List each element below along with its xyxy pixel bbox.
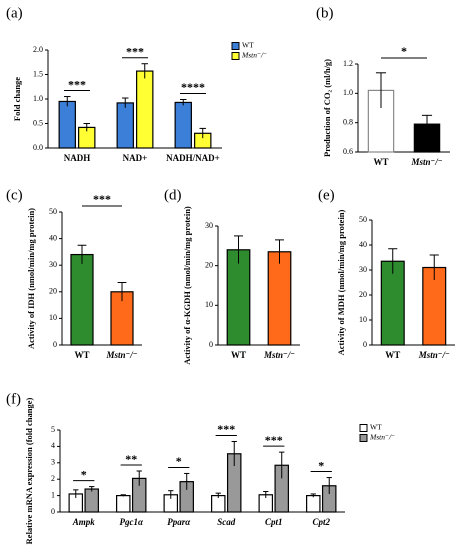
x-tick-label: Mstn⁻/⁻: [105, 350, 137, 360]
bar: [226, 249, 251, 346]
legend-swatch: [359, 434, 368, 442]
legend-label: Mstn⁻/⁻: [369, 433, 395, 442]
x-tick-label: WT: [373, 157, 388, 167]
panel-label: (d): [164, 187, 182, 203]
y-tick-label: 20: [359, 290, 367, 299]
legend-label: Mstn⁻/⁻: [241, 51, 267, 60]
y-axis-label: Production of CO₂ (ml/h/g): [322, 59, 332, 157]
y-tick-label: 1.5: [33, 69, 43, 78]
x-tick-label: NADH: [64, 153, 91, 163]
y-tick-label: 0: [53, 340, 57, 349]
y-tick-label: 30: [205, 221, 213, 230]
y-tick-label: 50: [359, 215, 367, 224]
x-tick-label: NADH/NAD+: [166, 153, 220, 163]
y-tick-label: 1.0: [343, 88, 353, 97]
significance-label: *: [318, 458, 324, 472]
y-tick-label: 30: [49, 260, 57, 269]
x-tick-label: Ampk: [72, 517, 96, 527]
y-tick-label: 20: [205, 260, 213, 269]
bar: [116, 495, 131, 513]
y-tick-label: 50: [49, 207, 57, 216]
panel-label: (e): [318, 187, 335, 203]
panel-label: (b): [316, 5, 334, 21]
bar: [136, 70, 154, 149]
bar: [84, 488, 99, 513]
panel-label: (a): [6, 5, 23, 21]
bar: [70, 253, 94, 346]
significance-label: **: [125, 452, 137, 466]
y-tick-label: 2.0: [33, 45, 43, 54]
y-tick-label: 1.0: [33, 94, 43, 103]
y-tick-label: 0: [363, 340, 367, 349]
significance-label: ***: [265, 433, 283, 447]
y-axis-label: Relative mRNA expression (fold change): [24, 397, 34, 544]
y-tick-label: 2: [51, 474, 55, 483]
significance-label: ***: [68, 77, 86, 91]
y-tick-label: 10: [359, 315, 367, 324]
significance-label: ***: [93, 192, 111, 206]
bar: [58, 100, 76, 149]
x-tick-label: Cpt1: [265, 517, 283, 527]
y-axis-label: Activity of MDH (nmol/min/mg protein): [336, 209, 346, 355]
y-tick-label: 20: [49, 287, 57, 296]
y-tick-label: 0.0: [33, 143, 43, 152]
bar: [306, 495, 321, 513]
bar: [413, 123, 441, 153]
panel-label: (c): [6, 187, 23, 203]
y-tick-label: 10: [49, 313, 57, 322]
y-tick-label: 0.8: [343, 117, 353, 126]
legend-swatch: [231, 52, 240, 60]
legend-swatch: [231, 42, 240, 50]
bar: [267, 251, 292, 346]
bar: [380, 260, 405, 346]
y-tick-label: 4: [51, 441, 55, 450]
x-tick-label: WT: [74, 350, 89, 360]
significance-label: ***: [126, 44, 144, 58]
y-tick-label: 0.5: [33, 118, 43, 127]
y-tick-label: 0.6: [343, 147, 353, 156]
y-axis-label: Activity of α-KGDH (nmol/min/mg protein): [182, 206, 192, 365]
y-tick-label: 30: [359, 265, 367, 274]
legend-label: WT: [242, 41, 254, 50]
y-tick-label: 1.2: [343, 59, 353, 68]
y-tick-label: 3: [51, 458, 55, 467]
x-tick-label: Cpt2: [312, 517, 330, 527]
significance-label: ****: [181, 80, 205, 94]
legend-swatch: [359, 424, 368, 432]
x-tick-label: Pparα: [167, 517, 191, 527]
y-axis-label: Fold change: [12, 77, 22, 121]
significance-label: *: [176, 454, 182, 468]
y-tick-label: 1: [51, 490, 55, 499]
y-axis-label: Activity of IDH (nmol/min/mg protein): [26, 208, 36, 349]
x-tick-label: Scad: [217, 517, 236, 527]
x-tick-label: Mstn⁻/⁻: [410, 157, 442, 167]
y-tick-label: 5: [51, 425, 55, 434]
y-tick-label: 40: [49, 233, 57, 242]
significance-label: *: [401, 44, 407, 58]
y-tick-label: 10: [205, 300, 213, 309]
significance-label: ***: [217, 422, 235, 436]
bar: [174, 101, 192, 149]
panel-label: (f): [6, 391, 21, 407]
x-tick-label: Mstn⁻/⁻: [418, 350, 450, 360]
x-tick-label: Pgc1α: [120, 517, 144, 527]
x-tick-label: WT: [385, 350, 400, 360]
y-tick-label: 40: [359, 240, 367, 249]
x-tick-label: WT: [231, 350, 246, 360]
bar: [116, 102, 134, 149]
x-tick-label: NAD+: [123, 153, 148, 163]
y-tick-label: 0: [51, 507, 55, 516]
significance-label: *: [81, 467, 87, 481]
x-tick-label: Mstn⁻/⁻: [263, 350, 295, 360]
y-tick-label: 0: [209, 340, 213, 349]
legend-label: WT: [370, 423, 382, 432]
